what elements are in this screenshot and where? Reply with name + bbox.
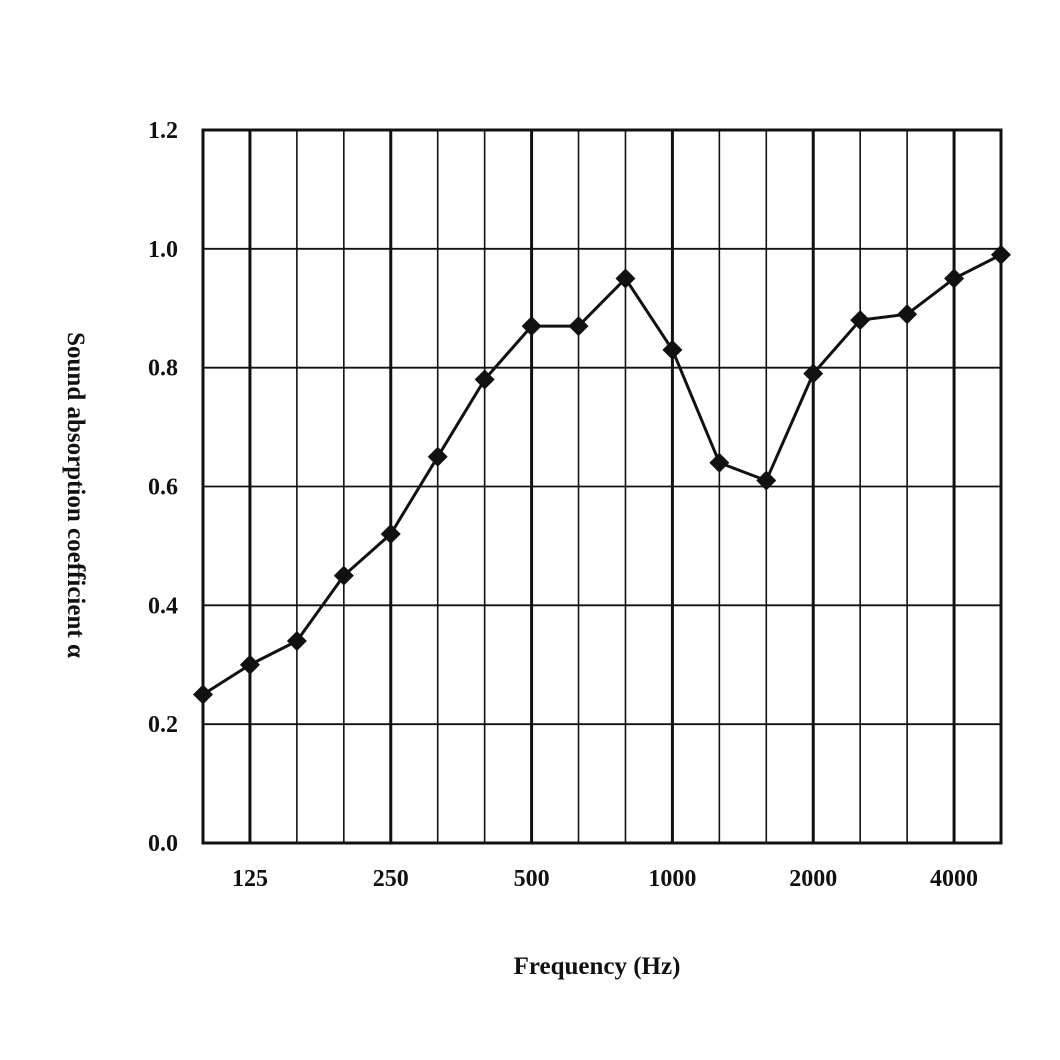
data-point-diamond bbox=[850, 310, 871, 331]
x-tick-label: 250 bbox=[373, 866, 409, 892]
data-point-diamond bbox=[944, 268, 965, 289]
data-point-diamond bbox=[615, 268, 636, 289]
data-point-diamond bbox=[568, 316, 589, 337]
x-tick-label: 125 bbox=[232, 866, 268, 892]
data-point-diamond bbox=[193, 684, 213, 705]
data-point-diamond bbox=[756, 470, 777, 491]
data-point-diamond bbox=[474, 369, 495, 390]
plot-frame bbox=[201, 128, 1003, 845]
data-point-diamond bbox=[803, 363, 824, 384]
data-point-diamond bbox=[897, 304, 918, 325]
y-tick-label: 0.8 bbox=[148, 356, 178, 382]
data-point-diamond bbox=[521, 316, 542, 337]
y-tick-label: 1.2 bbox=[148, 118, 178, 144]
y-tick-label: 0.4 bbox=[148, 593, 178, 619]
data-point-diamond bbox=[427, 446, 448, 467]
x-tick-label: 4000 bbox=[930, 866, 978, 892]
y-axis-label: Sound absorption coefficient α bbox=[62, 332, 89, 658]
data-point-diamond bbox=[239, 654, 260, 675]
y-tick-label: 0.2 bbox=[148, 712, 178, 738]
data-point-diamond bbox=[662, 339, 683, 360]
data-point-diamond bbox=[286, 630, 307, 651]
data-point-diamond bbox=[709, 452, 730, 473]
data-point-diamond bbox=[991, 244, 1011, 265]
x-axis-label: Frequency (Hz) bbox=[513, 953, 681, 980]
x-tick-label: 500 bbox=[514, 866, 550, 892]
data-point-diamond bbox=[333, 565, 354, 586]
series-line bbox=[202, 253, 1002, 696]
data-point-diamond bbox=[380, 524, 401, 545]
x-tick-label: 1000 bbox=[648, 866, 696, 892]
y-tick-label: 0.0 bbox=[148, 831, 178, 857]
y-tick-label: 1.0 bbox=[148, 237, 178, 263]
y-tick-label: 0.6 bbox=[148, 475, 178, 501]
x-tick-label: 2000 bbox=[789, 866, 837, 892]
